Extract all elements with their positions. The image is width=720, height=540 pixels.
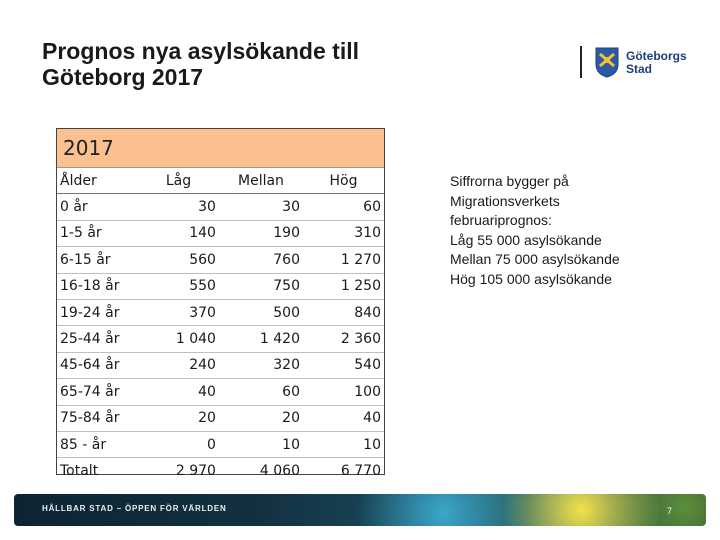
cell-high: 1 250 xyxy=(302,273,384,300)
table-row: 19-24 år 370 500 840 xyxy=(57,299,384,327)
cell-age: 6-15 år xyxy=(57,246,138,274)
note-line4: Låg 55 000 asylsökande xyxy=(450,231,602,248)
cell-age: 25-44 år xyxy=(57,325,138,353)
cell-high: 100 xyxy=(302,378,384,406)
table-total-row: Totalt 2 970 4 060 6 770 xyxy=(57,457,384,484)
cell-low: 370 xyxy=(137,299,219,327)
note-line5: Mellan 75 000 asylsökande xyxy=(450,251,620,268)
table-row: 6-15 år 560 760 1 270 xyxy=(57,246,384,274)
cell-low: 30 xyxy=(137,193,219,221)
total-low: 2 970 xyxy=(137,457,219,484)
cell-low: 40 xyxy=(137,378,219,406)
cell-low: 20 xyxy=(137,405,219,432)
table-row: 65-74 år 40 60 100 xyxy=(57,378,384,406)
cell-high: 1 270 xyxy=(302,246,384,274)
cell-medium: 30 xyxy=(218,193,303,221)
cell-low: 240 xyxy=(137,352,219,380)
note-line3: februariprognos: xyxy=(450,212,552,229)
cell-medium: 750 xyxy=(218,273,303,300)
logo-text: Göteborgs Stad xyxy=(626,50,687,76)
cell-high: 840 xyxy=(302,299,384,327)
cell-low: 560 xyxy=(137,246,219,274)
col-header-high: Hög xyxy=(302,168,384,195)
cell-age: 19-24 år xyxy=(57,299,138,327)
cell-low: 0 xyxy=(137,431,219,459)
table-row: 25-44 år 1 040 1 420 2 360 xyxy=(57,325,384,353)
slide-title-line2: Göteborg 2017 xyxy=(42,64,204,90)
cell-high: 540 xyxy=(302,352,384,380)
cell-high: 10 xyxy=(302,431,384,459)
cell-age: 85 - år xyxy=(57,431,138,459)
slide-title-line1: Prognos nya asylsökande till xyxy=(42,38,359,64)
cell-age: 16-18 år xyxy=(57,273,138,300)
cell-low: 550 xyxy=(137,273,219,300)
note-line6: Hög 105 000 asylsökande xyxy=(450,270,612,287)
total-medium: 4 060 xyxy=(218,457,303,484)
footer-slogan: HÅLLBAR STAD – ÖPPEN FÖR VÄRLDEN xyxy=(42,504,227,513)
forecast-table: 2017 Ålder Låg Mellan Hög 0 år 30 30 60 1-5 … xyxy=(56,128,385,484)
note-line1: Siffrorna bygger på xyxy=(450,173,569,189)
cell-high: 310 xyxy=(302,220,384,248)
col-header-low: Låg xyxy=(137,168,219,195)
city-crest-icon xyxy=(595,47,619,78)
cell-age: 75-84 år xyxy=(57,405,138,432)
table-row: 1-5 år 140 190 310 xyxy=(57,220,384,248)
cell-medium: 1 420 xyxy=(218,325,303,353)
cell-high: 2 360 xyxy=(302,325,384,353)
total-age: Totalt xyxy=(57,457,138,484)
cell-age: 65-74 år xyxy=(57,378,138,406)
logo-text-line1: Göteborgs xyxy=(626,49,687,63)
logo-text-line2: Stad xyxy=(626,62,653,76)
total-high: 6 770 xyxy=(302,457,384,484)
cell-medium: 760 xyxy=(218,246,303,274)
table-row: 85 - år 0 10 10 xyxy=(57,431,384,459)
cell-high: 40 xyxy=(302,405,384,432)
cell-age: 45-64 år xyxy=(57,352,138,380)
slide-title: Prognos nya asylsökande till Göteborg 20… xyxy=(42,38,462,90)
cell-medium: 190 xyxy=(218,220,303,248)
cell-high: 60 xyxy=(302,193,384,221)
cell-medium: 10 xyxy=(218,431,303,459)
footer-banner: HÅLLBAR STAD – ÖPPEN FÖR VÄRLDEN 7 xyxy=(14,494,706,526)
forecast-table-grid: Ålder Låg Mellan Hög 0 år 30 30 60 1-5 år 140… xyxy=(57,168,384,484)
cell-age: 0 år xyxy=(57,193,138,221)
cell-medium: 60 xyxy=(218,378,303,406)
cell-low: 1 040 xyxy=(137,325,219,353)
col-header-medium: Mellan xyxy=(218,168,303,195)
cell-low: 140 xyxy=(137,220,219,248)
table-header-row: Ålder Låg Mellan Hög xyxy=(57,168,384,195)
cell-medium: 500 xyxy=(218,299,303,327)
cell-medium: 20 xyxy=(218,405,303,432)
table-row: 45-64 år 240 320 540 xyxy=(57,352,384,380)
logo-divider xyxy=(580,46,582,78)
table-row: 75-84 år 20 20 40 xyxy=(57,405,384,432)
goteborgs-stad-logo: Göteborgs Stad xyxy=(580,44,700,82)
cell-age: 1-5 år xyxy=(57,220,138,248)
table-row: 16-18 år 550 750 1 250 xyxy=(57,273,384,300)
page-number: 7 xyxy=(666,506,672,516)
note-line2: Migrationsverkets xyxy=(450,192,560,209)
cell-medium: 320 xyxy=(218,352,303,380)
col-header-age: Ålder xyxy=(57,168,138,195)
forecast-note: Siffrorna bygger på Migrationsverkets fe… xyxy=(450,172,710,290)
table-row: 0 år 30 30 60 xyxy=(57,193,384,221)
table-year-header: 2017 xyxy=(57,129,384,168)
